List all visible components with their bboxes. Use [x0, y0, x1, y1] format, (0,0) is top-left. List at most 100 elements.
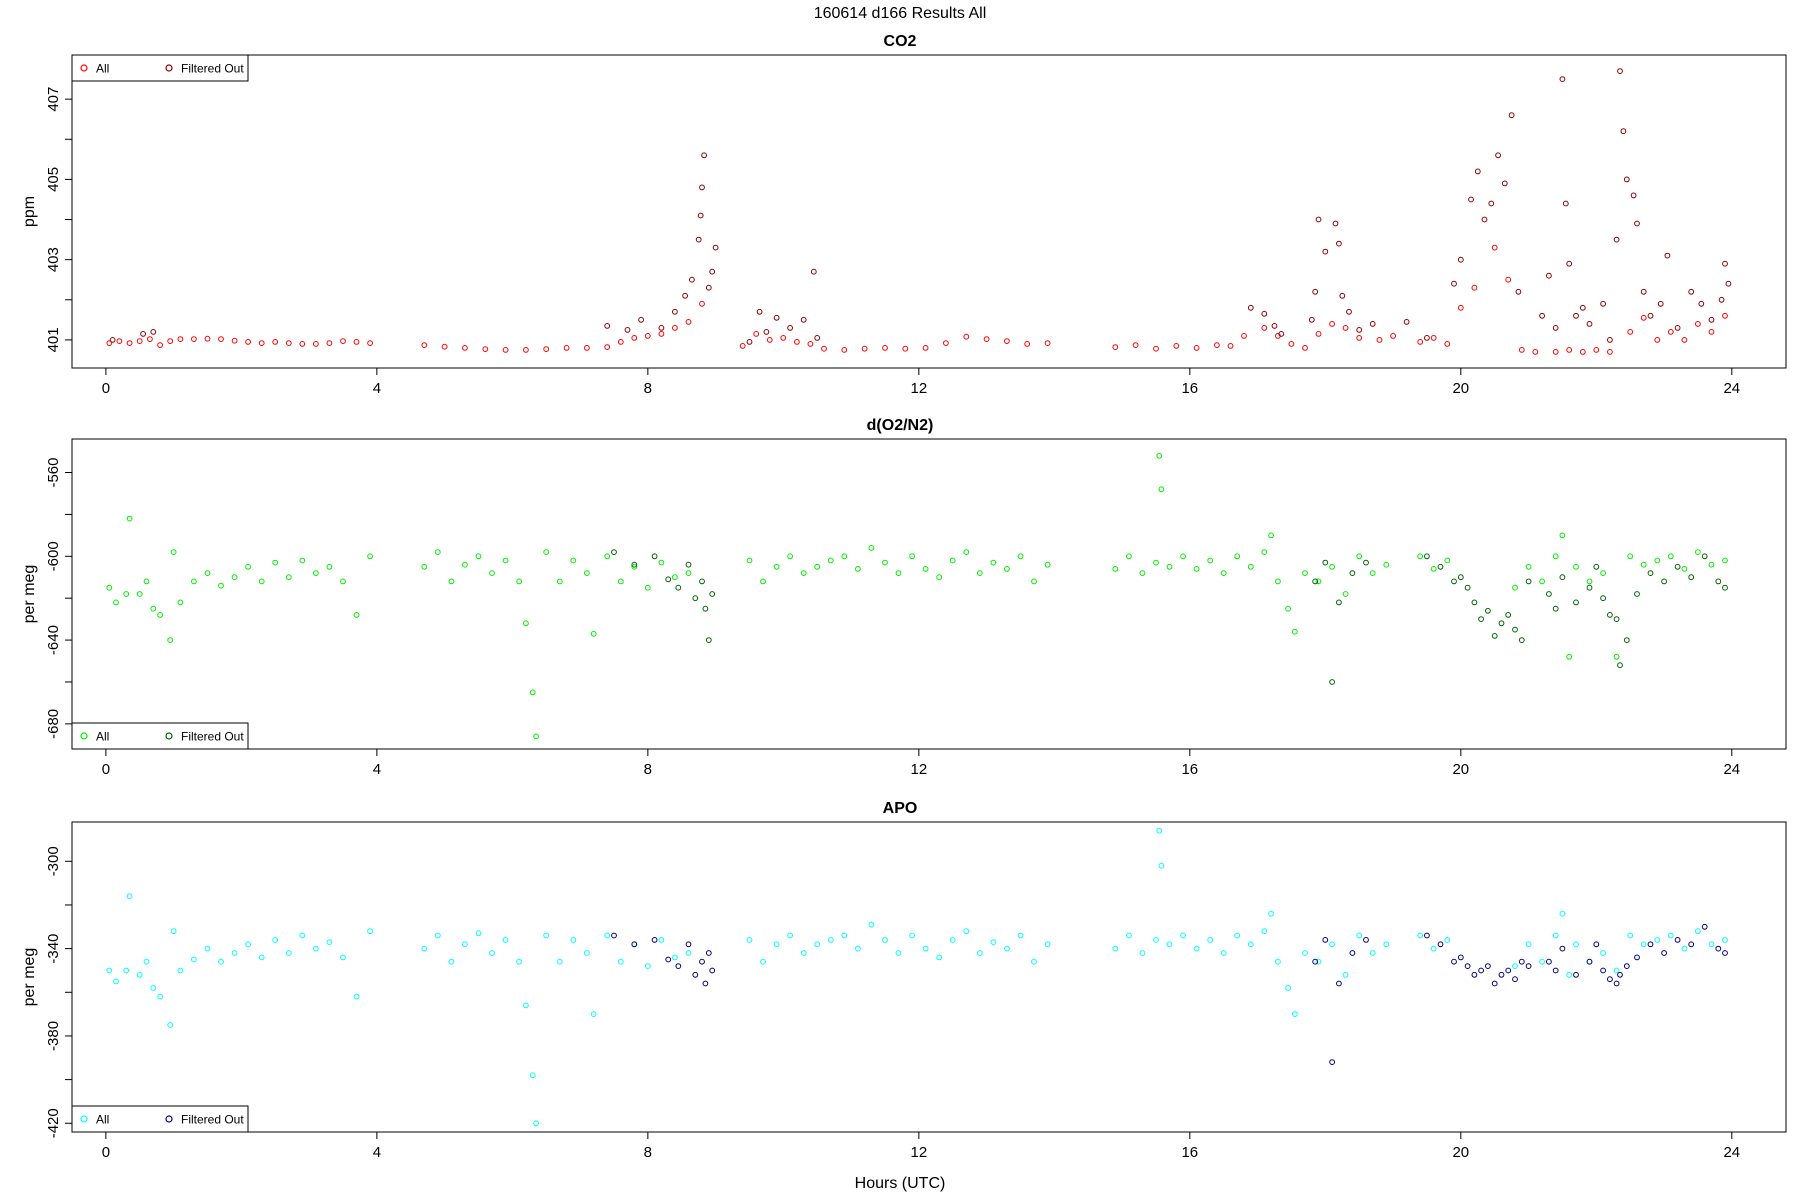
data-point	[1322, 248, 1329, 255]
data-point	[1681, 566, 1688, 572]
data-point	[1271, 323, 1278, 329]
data-point	[1278, 331, 1285, 337]
data-point	[705, 637, 712, 643]
data-point	[533, 1120, 539, 1127]
data-point	[699, 578, 705, 585]
y-axis-label: per meg	[21, 565, 38, 624]
data-point	[150, 605, 157, 612]
data-point	[1613, 236, 1620, 243]
data-point	[1586, 958, 1593, 965]
data-point	[936, 574, 943, 581]
data-point	[943, 340, 949, 347]
data-point	[617, 578, 624, 585]
data-point	[1288, 341, 1295, 347]
data-point	[631, 561, 638, 568]
data-point	[1505, 276, 1512, 283]
data-point	[787, 932, 793, 939]
data-point	[1695, 549, 1701, 555]
data-point	[1424, 553, 1430, 560]
legend-marker	[165, 1115, 173, 1123]
y-axis-label: per meg	[21, 948, 38, 1007]
data-point	[1451, 958, 1457, 965]
data-point	[1512, 584, 1518, 591]
data-point	[1627, 329, 1634, 335]
data-point	[868, 545, 875, 551]
data-point	[191, 578, 197, 585]
x-tick-label: 16	[1181, 761, 1198, 778]
data-point	[1024, 341, 1031, 347]
data-point	[672, 325, 678, 331]
data-point	[1322, 559, 1329, 566]
data-point	[766, 337, 773, 343]
data-point	[1126, 553, 1132, 560]
data-point	[1291, 628, 1298, 635]
data-point	[299, 341, 306, 347]
data-point	[285, 950, 292, 956]
data-point	[448, 958, 455, 965]
data-point	[753, 331, 760, 337]
data-point	[1664, 252, 1671, 259]
data-point	[1173, 343, 1180, 349]
data-point	[963, 549, 970, 555]
data-point	[1491, 633, 1498, 639]
x-tick-label: 20	[1452, 380, 1469, 397]
data-point	[489, 950, 495, 956]
data-point	[285, 340, 292, 347]
data-point	[299, 557, 306, 564]
data-point	[1234, 553, 1241, 560]
data-point	[462, 561, 468, 568]
data-point	[1457, 954, 1464, 961]
data-point	[136, 971, 143, 978]
data-point	[695, 236, 702, 243]
data-point	[1302, 345, 1308, 351]
data-point	[1430, 566, 1437, 572]
data-point	[523, 347, 529, 353]
data-point	[1715, 578, 1722, 585]
y-tick-label: -600	[45, 541, 62, 571]
data-point	[1667, 553, 1674, 560]
data-point	[1566, 347, 1573, 353]
data-point	[1722, 584, 1728, 591]
data-point	[1044, 561, 1051, 568]
data-point	[1654, 337, 1661, 343]
data-point	[841, 347, 848, 353]
data-point	[570, 937, 577, 943]
data-point	[1139, 570, 1146, 576]
data-point	[1512, 976, 1518, 983]
legend-box	[71, 54, 249, 82]
data-point	[1600, 595, 1606, 602]
data-point	[624, 327, 631, 333]
data-point	[709, 591, 716, 597]
x-tick-label: 0	[102, 761, 110, 778]
data-point	[807, 341, 814, 347]
data-point	[326, 563, 333, 570]
panel-title: CO2	[884, 33, 917, 50]
data-point	[1518, 347, 1525, 353]
data-point	[1193, 345, 1200, 351]
data-point	[1464, 584, 1471, 591]
data-point	[1722, 937, 1728, 943]
legend-box	[71, 1105, 249, 1133]
x-tick-label: 4	[373, 380, 381, 397]
data-point	[746, 557, 753, 564]
data-point	[990, 939, 997, 945]
data-point	[709, 268, 716, 275]
data-point	[1681, 945, 1688, 952]
data-point	[231, 574, 238, 581]
data-point	[1559, 76, 1566, 82]
data-point	[651, 553, 658, 560]
data-point	[1437, 941, 1444, 948]
data-point	[475, 553, 482, 560]
data-point	[800, 950, 807, 956]
data-point	[218, 582, 224, 589]
data-point	[1708, 329, 1715, 335]
data-point	[1207, 557, 1214, 564]
data-point	[685, 570, 692, 576]
data-point	[143, 958, 150, 965]
data-point	[523, 620, 529, 627]
data-point	[367, 340, 374, 347]
data-point	[1474, 168, 1481, 175]
data-point	[448, 578, 455, 585]
data-point	[590, 1011, 597, 1017]
